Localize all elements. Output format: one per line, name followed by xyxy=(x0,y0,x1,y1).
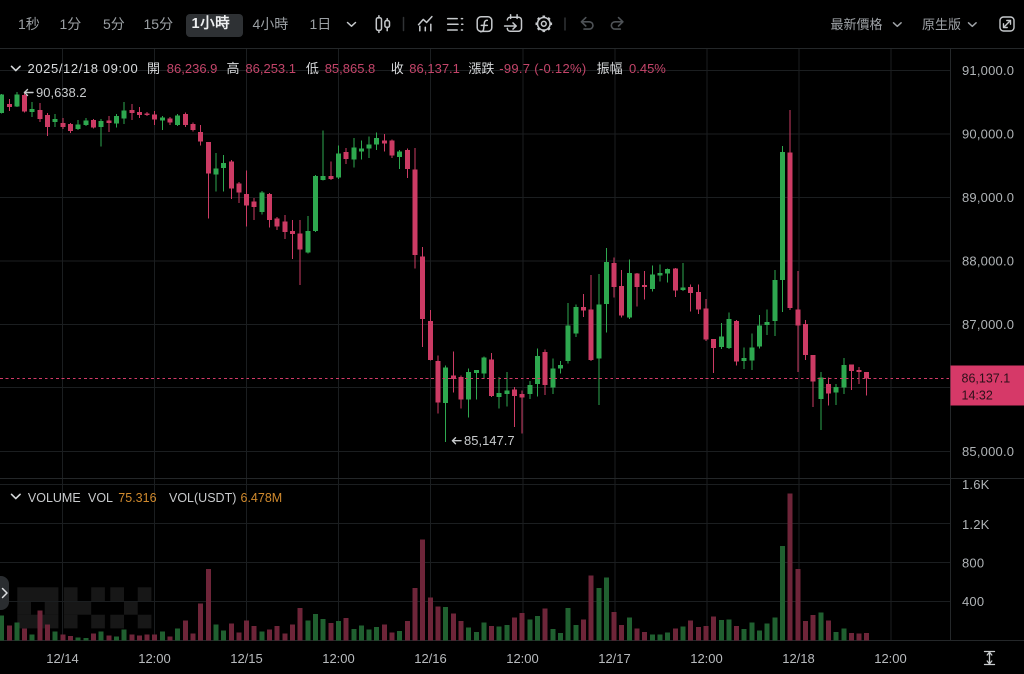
svg-text:12:00: 12:00 xyxy=(874,651,907,666)
svg-text:91,000.0: 91,000.0 xyxy=(962,63,1014,78)
svg-text:12/16: 12/16 xyxy=(414,651,447,666)
svg-text:12/14: 12/14 xyxy=(46,651,79,666)
svg-text:85,000.0: 85,000.0 xyxy=(962,444,1014,459)
svg-text:86,137.1: 86,137.1 xyxy=(962,372,1011,386)
svg-text:12:00: 12:00 xyxy=(506,651,539,666)
svg-text:90,638.2: 90,638.2 xyxy=(36,85,87,100)
svg-text:12/18: 12/18 xyxy=(782,651,815,666)
svg-text:88,000.0: 88,000.0 xyxy=(962,254,1014,269)
svg-text:87,000.0: 87,000.0 xyxy=(962,317,1014,332)
svg-text:12:00: 12:00 xyxy=(690,651,723,666)
svg-text:90,000.0: 90,000.0 xyxy=(962,127,1014,142)
svg-text:89,000.0: 89,000.0 xyxy=(962,190,1014,205)
svg-text:400: 400 xyxy=(962,594,984,609)
svg-text:1.2K: 1.2K xyxy=(962,517,990,532)
svg-text:1.6K: 1.6K xyxy=(962,477,990,492)
svg-text:14:32: 14:32 xyxy=(962,389,993,403)
svg-text:12/17: 12/17 xyxy=(598,651,631,666)
svg-text:12/15: 12/15 xyxy=(230,651,263,666)
svg-text:12:00: 12:00 xyxy=(138,651,171,666)
svg-text:12:00: 12:00 xyxy=(322,651,355,666)
svg-text:800: 800 xyxy=(962,556,984,571)
svg-text:85,147.7: 85,147.7 xyxy=(464,433,515,448)
